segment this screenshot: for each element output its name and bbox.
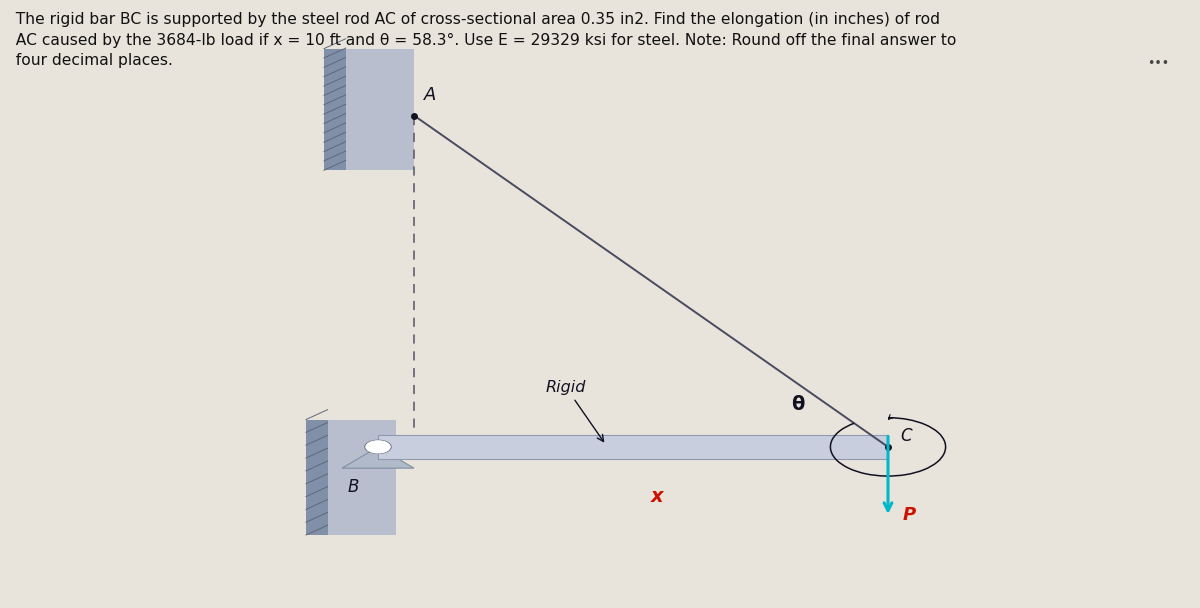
Text: C: C (900, 427, 912, 445)
Circle shape (366, 441, 390, 453)
Text: A: A (424, 86, 436, 105)
Bar (306, 420, 396, 535)
Text: x: x (650, 486, 664, 506)
Bar (306, 420, 328, 535)
Text: •••: ••• (1147, 57, 1169, 71)
Bar (324, 49, 414, 170)
Text: The rigid bar BC is supported by the steel rod AC of cross-sectional area 0.35 i: The rigid bar BC is supported by the ste… (6, 12, 956, 68)
Text: P: P (902, 506, 916, 524)
Bar (324, 49, 346, 170)
Text: B: B (348, 478, 359, 497)
Text: Rigid: Rigid (546, 380, 604, 441)
Polygon shape (342, 447, 414, 468)
Text: $\bf{\theta}$: $\bf{\theta}$ (791, 395, 805, 415)
Bar (378, 435, 888, 459)
